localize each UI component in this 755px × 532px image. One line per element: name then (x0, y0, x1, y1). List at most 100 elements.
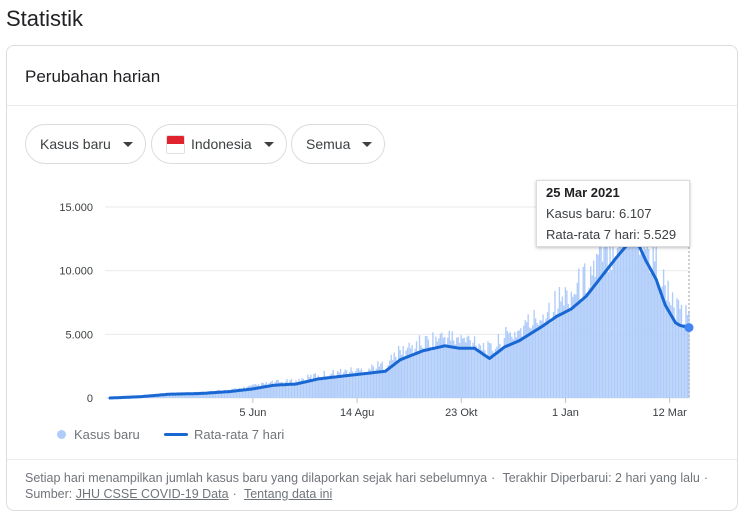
bar (487, 341, 489, 398)
bar (470, 347, 473, 398)
bar (387, 365, 389, 398)
bar (277, 379, 279, 398)
bar (356, 368, 358, 398)
bar (235, 388, 238, 398)
bar (591, 275, 593, 398)
bar (645, 249, 647, 398)
bar (211, 391, 214, 398)
header-divider (7, 105, 737, 106)
bar (409, 348, 412, 398)
bar (527, 314, 529, 398)
bar (307, 374, 309, 398)
bar (417, 352, 419, 398)
x-tick-label: 14 Agu (340, 407, 374, 419)
legend-bar-label: Kasus baru (74, 427, 140, 442)
bar (426, 335, 428, 398)
bar (622, 226, 625, 398)
bar (676, 298, 678, 398)
bar (552, 311, 555, 398)
region-dropdown[interactable]: Indonesia (151, 124, 287, 164)
bar (167, 394, 169, 398)
bar (206, 392, 208, 398)
bar (508, 333, 510, 398)
bar (259, 387, 261, 398)
bar (415, 341, 418, 398)
bar (231, 388, 233, 398)
bar (560, 301, 562, 398)
bar (485, 356, 488, 398)
bar (369, 369, 372, 398)
bar (682, 326, 684, 398)
bar (341, 376, 343, 398)
bar (304, 381, 306, 398)
bar (210, 391, 212, 398)
footer-description: Setiap hari menampilkan jumlah kasus bar… (25, 471, 488, 485)
bar (677, 299, 680, 398)
footer-source-label: Sumber: (25, 487, 73, 501)
about-data-link[interactable]: Tentang data ini (243, 487, 333, 501)
bar (514, 331, 516, 398)
bar (198, 392, 200, 398)
bar (310, 374, 312, 398)
bar (238, 388, 241, 398)
x-tick-label: 12 Mar (653, 407, 688, 419)
bar (314, 373, 316, 398)
bar (270, 382, 272, 398)
bar (283, 384, 285, 398)
bar (533, 309, 535, 398)
legend-line: Rata-rata 7 hari (164, 427, 284, 442)
bar (576, 282, 578, 398)
bar (472, 342, 474, 398)
bar (680, 304, 683, 398)
bar (460, 335, 462, 398)
bar (247, 386, 250, 398)
bar (448, 330, 450, 398)
bar (377, 361, 379, 398)
metric-dropdown[interactable]: Kasus baru (25, 124, 146, 164)
bar (578, 268, 580, 398)
range-dropdown[interactable]: Semua (291, 124, 386, 164)
bar (331, 373, 333, 398)
bar (359, 370, 361, 398)
indonesia-flag-icon (166, 134, 185, 154)
bar (292, 383, 294, 398)
bar (490, 343, 492, 398)
bar (403, 356, 406, 398)
bar (280, 382, 282, 398)
bar (412, 353, 415, 398)
bar (561, 296, 564, 398)
source-link[interactable]: JHU CSSE COVID-19 Data (75, 487, 229, 501)
bar (335, 376, 337, 398)
bar (526, 322, 528, 398)
caret-down-icon (362, 141, 373, 147)
bar (518, 330, 520, 398)
x-axis-ticks: 5 Jun 14 Agu 23 Okt 1 Jan 12 Mar (239, 398, 687, 419)
bar (170, 394, 172, 398)
bar (656, 286, 659, 398)
bar (365, 373, 367, 398)
bar (520, 328, 522, 398)
bar (651, 270, 653, 398)
bar (554, 290, 556, 398)
bar (430, 350, 433, 398)
bar (609, 236, 611, 398)
bar (302, 378, 305, 398)
bar (336, 370, 339, 398)
bar (180, 393, 183, 398)
bar (502, 348, 504, 398)
bar (188, 392, 190, 398)
bar (423, 348, 425, 398)
bar (183, 393, 186, 398)
bar (192, 392, 194, 398)
bar (267, 384, 269, 398)
bar (255, 383, 257, 398)
x-tick-label: 5 Jun (239, 407, 266, 419)
bar (512, 339, 514, 398)
footer-divider (7, 459, 737, 460)
bar (411, 345, 413, 398)
hover-point[interactable] (684, 323, 694, 333)
bar (219, 390, 221, 398)
x-tick-label: 23 Okt (445, 407, 477, 419)
bar (469, 339, 471, 398)
